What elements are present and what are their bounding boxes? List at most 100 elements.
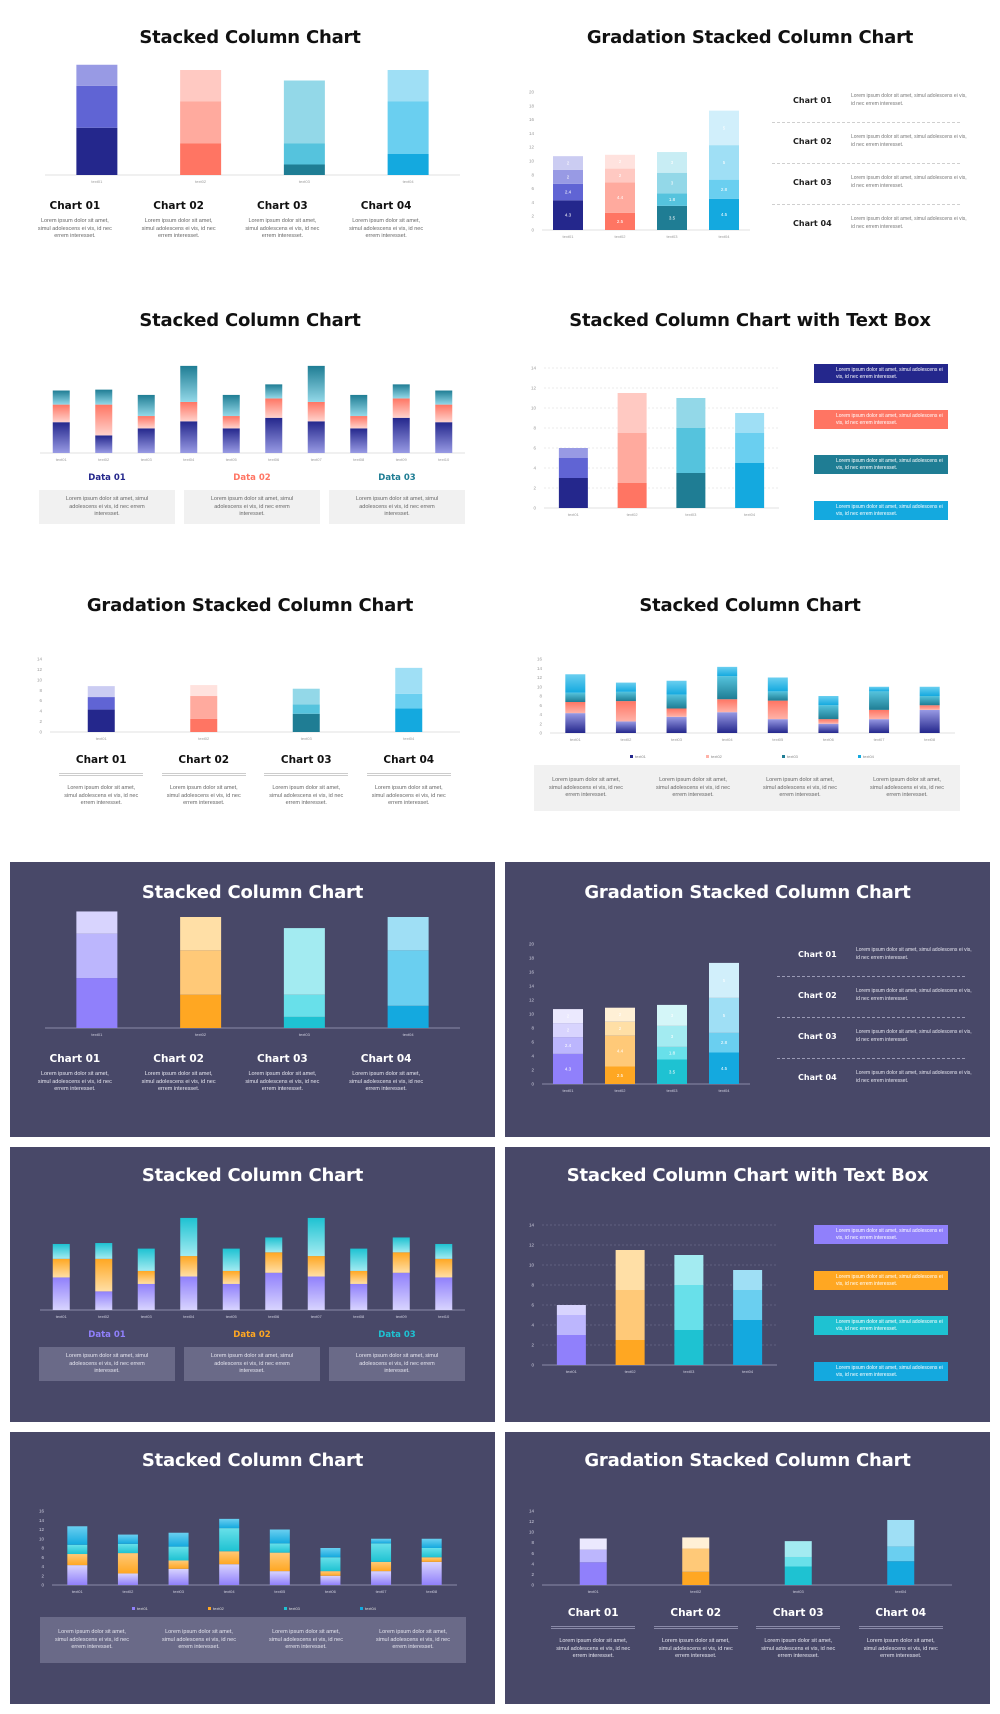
info-box: Lorem ipsum dolor sit amet, simul adoles…: [184, 490, 320, 524]
bar-segment: [67, 1544, 88, 1555]
bar-segment: [657, 172, 687, 194]
y-tick-label: 20: [529, 942, 535, 947]
bar-segment: [283, 80, 325, 144]
data-label: 2: [567, 174, 570, 179]
bar-segment: [222, 1270, 240, 1284]
bar-segment: [219, 1528, 240, 1552]
y-tick-label: 6: [533, 446, 536, 451]
stacked-column-chart: text01 text02 text03 text04: [45, 911, 460, 1037]
y-tick-label: 12: [531, 386, 537, 391]
bar-segment: [269, 1529, 290, 1544]
bar-segment: [219, 1564, 240, 1585]
bar-segment: [553, 156, 583, 170]
divider: [777, 976, 965, 977]
bar-segment: [553, 1009, 583, 1024]
bar-segment: [350, 428, 368, 453]
bar-segment: [553, 169, 583, 184]
bar-segment: [180, 143, 222, 175]
bar-segment: [265, 398, 283, 418]
data-label: 5: [723, 978, 726, 983]
bar-segment: [387, 101, 429, 154]
y-tick-label: 2: [41, 1573, 44, 1578]
x-tick-label: text06: [823, 737, 835, 742]
bar-segment: [350, 394, 368, 417]
legend-swatch: [132, 1607, 135, 1611]
slide-title: Stacked Column Chart with Text Box: [566, 1165, 929, 1186]
caption-title: Chart 01: [75, 754, 127, 766]
bar-segment: [292, 704, 320, 714]
bar-segment: [553, 1037, 583, 1054]
legend-item: Chart 01 Lorem ipsum dolor sit amet, simu…: [793, 90, 983, 118]
data-label: 2.4: [565, 190, 572, 195]
slide-1: Stacked Column Chart text01 text02 text03 te…: [0, 0, 500, 285]
slide-4: Stacked Column Chart with Text Box 0 2 4 6 8 1…: [500, 285, 1000, 570]
y-tick-label: 16: [529, 117, 535, 122]
y-tick-label: 16: [39, 1509, 45, 1514]
bar-segment: [666, 680, 687, 695]
bar-segment: [887, 1546, 915, 1562]
bar-segment: [605, 182, 635, 213]
bar-segment: [676, 398, 706, 428]
x-tick-label: text07: [874, 737, 886, 742]
caption-text: Lorem ipsum dolor sit amet, simul adoles…: [863, 1638, 938, 1659]
bar-segment: [556, 1305, 586, 1315]
bar-segment: [180, 70, 222, 102]
y-tick-label: 0: [531, 1583, 534, 1588]
bar-segment: [117, 1534, 138, 1544]
bar-segment: [350, 1283, 368, 1310]
x-tick-label: text04: [183, 457, 195, 462]
y-tick-label: 12: [529, 145, 535, 150]
y-tick-label: 0: [539, 731, 542, 736]
x-tick-label: text05: [274, 1589, 286, 1594]
info-box-text: Lorem ipsum dolor sit amet, simul adoles…: [656, 776, 730, 798]
bar-segment: [615, 1340, 645, 1365]
y-tick-label: 12: [529, 1243, 535, 1248]
bar-segment: [52, 1277, 70, 1310]
data-label: 2: [567, 161, 570, 166]
info-box-text: Lorem ipsum dolor sit amet, simul adoles…: [65, 1352, 149, 1374]
x-tick-label: text06: [268, 1314, 280, 1319]
bar-segment: [767, 700, 788, 720]
bar-segment: [682, 1548, 710, 1572]
bar-segment: [168, 1560, 189, 1569]
bar-segment: [137, 1283, 155, 1310]
slide-title: Stacked Column Chart: [139, 310, 361, 331]
info-box-text: Lorem ipsum dolor sit amet, simul adoles…: [210, 1352, 294, 1374]
slide-title: Gradation Stacked Column Chart: [586, 27, 914, 48]
legend-swatch: [360, 1607, 363, 1611]
caption-title: Chart 04: [360, 1053, 412, 1065]
info-box-text: Lorem ipsum dolor sit amet, simul adoles…: [870, 776, 944, 798]
y-tick-label: 14: [529, 984, 535, 989]
info-box-text: Lorem ipsum dolor sit amet, simul adoles…: [355, 495, 439, 517]
y-tick-label: 16: [537, 657, 543, 662]
bar-segment: [76, 933, 118, 979]
bar-segment: [137, 394, 155, 417]
x-tick-label: text02: [98, 1314, 110, 1319]
bar-segment: [168, 1568, 189, 1585]
caption-title: Chart 02: [153, 1053, 204, 1065]
y-tick-label: 8: [531, 1283, 534, 1288]
bar-segment: [421, 1548, 442, 1558]
text-box: Lorem ipsum dolor sit amet, simul adoles…: [814, 500, 948, 520]
x-tick-label: text05: [772, 737, 784, 742]
legend-item: Chart 04 Lorem ipsum dolor sit amet, simu…: [798, 1067, 988, 1095]
bar-segment: [919, 705, 940, 710]
legend-key: text01: [630, 754, 646, 759]
data-label: 4.5: [721, 212, 728, 217]
bar-segment: [709, 1052, 739, 1084]
bar-segment: [767, 677, 788, 692]
x-tick-label: text09: [396, 457, 408, 462]
info-box: Lorem ipsum dolor sit amet, simul adoles…: [39, 1347, 175, 1381]
bar-segment: [371, 1543, 392, 1562]
x-tick-label: text03: [671, 737, 683, 742]
bar-segment: [733, 1270, 763, 1290]
bar-segment: [818, 719, 839, 724]
slide-10: Stacked Column Chart with Text Box 0 2 4 6 8 1…: [505, 1147, 990, 1422]
x-tick-label: text08: [353, 457, 365, 462]
bar-segment: [95, 1291, 113, 1310]
bar-segment: [52, 422, 70, 453]
text-box: Lorem ipsum dolor sit amet, simul adoles…: [814, 1361, 948, 1381]
stacked-column-chart: 0 2 4 6 8 10 12 14 text01 text02 text03 text04: [529, 1509, 952, 1594]
bar-segment: [219, 1518, 240, 1529]
divider: [858, 1626, 943, 1629]
